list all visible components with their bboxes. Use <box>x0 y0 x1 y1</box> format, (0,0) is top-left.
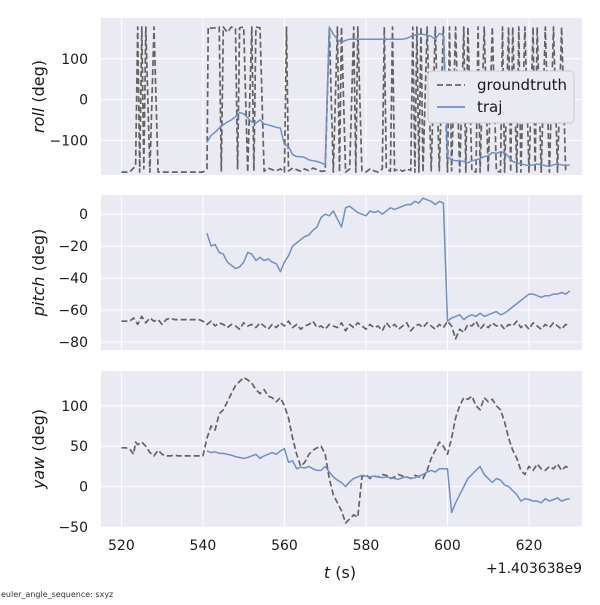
yaw-y-axis-label-var: yaw <box>29 456 48 490</box>
x-tick-label: 580 <box>353 538 380 554</box>
shared-x-axis: t (s) +1.403638e9 <box>324 561 582 582</box>
roll-y-axis-label: roll (deg) <box>29 60 48 133</box>
x-tick-label: 600 <box>434 538 461 554</box>
yaw-groundtruth-line <box>121 376 571 524</box>
roll-y-axis-label-var: roll <box>29 107 48 133</box>
roll-y-tick-label: 0 <box>79 93 88 109</box>
pitch-y-tick-label: −40 <box>58 271 88 287</box>
roll-traj-line <box>206 26 570 168</box>
roll-y-tick-label: −100 <box>50 133 88 149</box>
x-tick-label: 520 <box>108 538 135 554</box>
yaw-traj-line <box>206 447 570 514</box>
legend-groundtruth-label: groundtruth <box>477 76 567 94</box>
yaw-y-tick-label: −50 <box>58 520 88 536</box>
pitch-y-tick-label: −20 <box>58 239 88 255</box>
yaw-y-tick-label: 100 <box>61 399 88 415</box>
legend-traj-label: traj <box>477 98 502 116</box>
pitch-groundtruth-line <box>121 315 571 340</box>
roll-groundtruth-line <box>121 26 567 173</box>
pitch-plot-area <box>101 195 582 350</box>
yaw-plot-area <box>101 371 582 527</box>
x-axis-label-var: t <box>324 563 331 582</box>
x-axis-label-unit: (s) <box>330 563 356 582</box>
pitch-y-tick-label: −60 <box>58 303 88 319</box>
footnote: euler_angle_sequence: sxyz <box>1 590 113 599</box>
x-tick-label: 560 <box>271 538 298 554</box>
pitch-panel: −80 −60 −40 −20 0 pitch (deg) <box>29 195 582 351</box>
legend-box <box>427 70 575 124</box>
yaw-y-tick-label: 0 <box>79 480 88 496</box>
roll-y-tick-label: 100 <box>61 52 88 68</box>
yaw-panel: 520 540 560 580 600 620 −50 0 50 100 yaw (deg) <box>29 371 582 554</box>
yaw-y-tick-label: 50 <box>70 439 88 455</box>
pitch-y-axis-label-var: pitch <box>29 276 48 317</box>
yaw-y-axis-label: yaw (deg) <box>29 409 48 490</box>
x-tick-label: 540 <box>190 538 217 554</box>
roll-y-axis-label-unit: (deg) <box>29 60 48 108</box>
pitch-traj-line <box>206 197 571 322</box>
pitch-y-tick-label: −80 <box>58 335 88 351</box>
pitch-y-axis-label: pitch (deg) <box>29 229 48 318</box>
pitch-y-tick-label: 0 <box>79 207 88 223</box>
x-offset-text: +1.403638e9 <box>486 561 582 577</box>
legend: groundtruth traj <box>427 70 575 124</box>
pitch-y-axis-label-unit: (deg) <box>29 229 48 277</box>
yaw-y-axis-label-unit: (deg) <box>29 409 48 457</box>
x-axis-label: t (s) <box>324 563 356 582</box>
x-tick-label: 620 <box>516 538 543 554</box>
